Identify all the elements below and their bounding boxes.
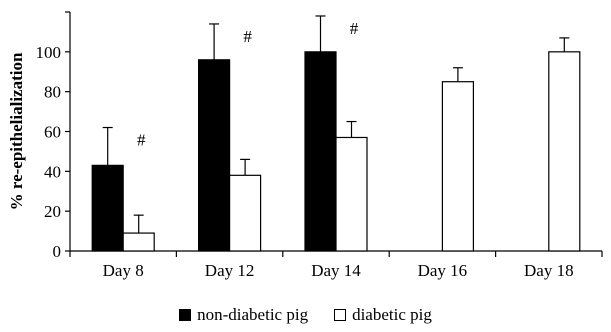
bar-diabetic — [548, 51, 581, 252]
x-tick-label: Day 8 — [103, 261, 144, 280]
x-tick-label: Day 16 — [418, 261, 468, 280]
x-tick-label: Day 14 — [311, 261, 361, 280]
legend-swatch-non-diabetic — [179, 309, 192, 321]
bar-non-diabetic — [198, 59, 231, 252]
legend-label-diabetic: diabetic pig — [352, 305, 432, 324]
legend-item-non-diabetic: non-diabetic pig — [179, 305, 308, 325]
legend-swatch-diabetic — [334, 309, 347, 321]
y-axis-title: % re-epithelialization — [7, 52, 26, 210]
legend-item-diabetic: diabetic pig — [334, 305, 432, 325]
labels: 0 20 40 60 80 100 % re-epithelialization Day 8 D… — [7, 19, 574, 280]
legend-label-non-diabetic: non-diabetic pig — [197, 305, 309, 324]
y-tick-label: 80 — [44, 83, 61, 102]
bar-diabetic — [441, 81, 474, 252]
x-tick-label: Day 12 — [205, 261, 255, 280]
significance-marker: # — [137, 131, 146, 150]
y-tick-label: 20 — [44, 202, 61, 221]
bar-non-diabetic — [91, 164, 124, 252]
x-tick-label: Day 18 — [524, 261, 574, 280]
bar-diabetic — [335, 136, 368, 252]
y-tick-label: 60 — [44, 123, 61, 142]
y-tick-label: 40 — [44, 162, 61, 181]
y-tick-label: 100 — [36, 43, 62, 62]
bar-diabetic — [122, 232, 155, 252]
bar-diabetic — [229, 174, 262, 252]
legend: non-diabetic pig diabetic pig — [0, 303, 611, 327]
bar-non-diabetic — [304, 51, 337, 252]
bars — [91, 15, 581, 252]
significance-marker: # — [243, 27, 252, 46]
significance-marker: # — [350, 19, 359, 38]
y-tick-label: 0 — [53, 242, 62, 261]
